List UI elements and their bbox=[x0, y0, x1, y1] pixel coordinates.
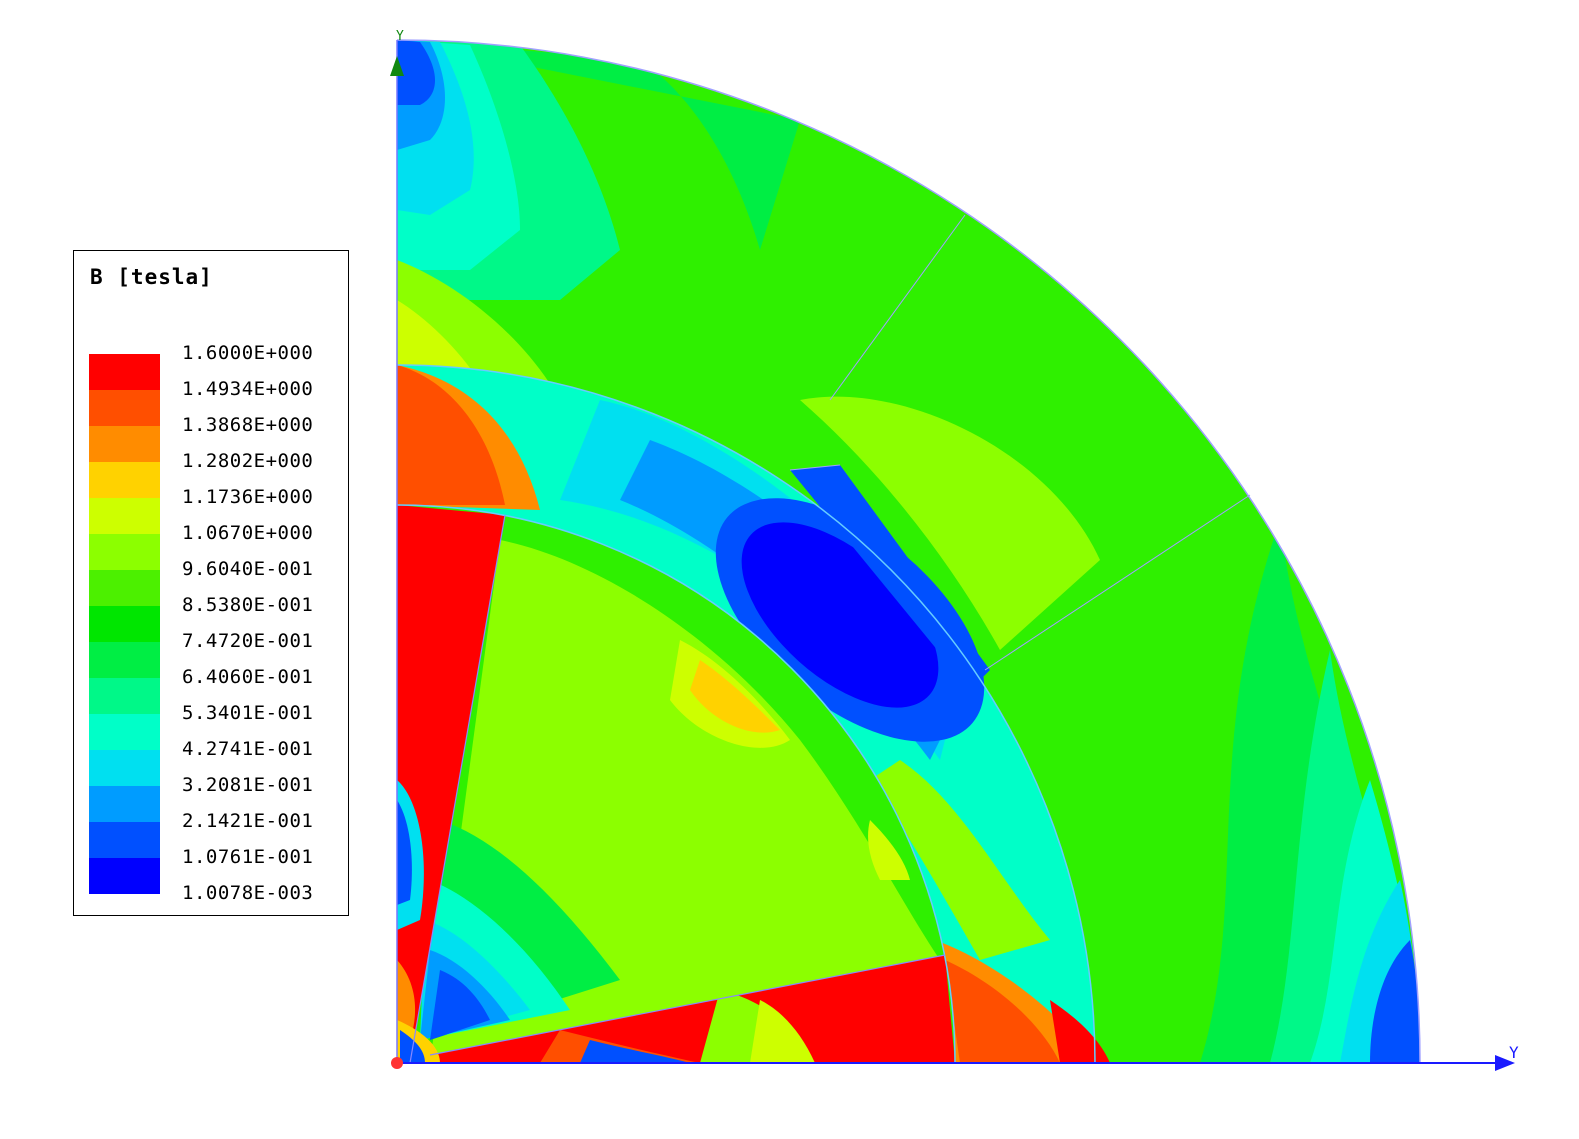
axes: Y Y bbox=[390, 29, 1519, 1071]
legend-tick-label: 1.0078E-003 bbox=[182, 882, 314, 904]
x-axis-arrow-icon bbox=[1495, 1055, 1515, 1071]
legend-swatch bbox=[89, 462, 160, 498]
legend-tick-label: 1.6000E+000 bbox=[182, 342, 314, 364]
y-axis-arrow-icon bbox=[390, 56, 404, 76]
legend-swatch bbox=[89, 426, 160, 462]
legend-tick-label: 1.0761E-001 bbox=[182, 846, 314, 868]
legend-tick-label: 8.5380E-001 bbox=[182, 594, 314, 616]
legend-swatch bbox=[89, 678, 160, 714]
origin-marker-icon bbox=[391, 1057, 403, 1069]
legend-swatch bbox=[89, 534, 160, 570]
legend-swatch bbox=[89, 858, 160, 894]
legend-swatch bbox=[89, 498, 160, 534]
legend-tick-label: 2.1421E-001 bbox=[182, 810, 314, 832]
y-axis-label: Y bbox=[396, 29, 404, 44]
x-axis-label: Y bbox=[1509, 1043, 1519, 1062]
legend-tick-label: 6.4060E-001 bbox=[182, 666, 314, 688]
legend-swatch bbox=[89, 822, 160, 858]
legend-swatch bbox=[89, 714, 160, 750]
contour-regions bbox=[397, 40, 1420, 1063]
legend-tick-label: 5.3401E-001 bbox=[182, 702, 314, 724]
legend-tick-label: 1.2802E+000 bbox=[182, 450, 314, 472]
legend-tick-label: 1.1736E+000 bbox=[182, 486, 314, 508]
legend-title: B [tesla] bbox=[90, 265, 213, 289]
legend-tick-label: 7.4720E-001 bbox=[182, 630, 314, 652]
legend-swatch bbox=[89, 750, 160, 786]
legend-swatch bbox=[89, 570, 160, 606]
legend-swatch bbox=[89, 354, 160, 390]
legend-tick-label: 9.6040E-001 bbox=[182, 558, 314, 580]
legend-swatch bbox=[89, 642, 160, 678]
legend-tick-label: 3.2081E-001 bbox=[182, 774, 314, 796]
legend-tick-label: 1.4934E+000 bbox=[182, 378, 314, 400]
geometry-lines bbox=[396, 39, 1421, 1064]
legend-swatch bbox=[89, 786, 160, 822]
legend-tick-label: 1.3868E+000 bbox=[182, 414, 314, 436]
color-legend: B [tesla] 1.6000E+000 1.4934E+000 1.3868E+… bbox=[73, 250, 349, 916]
legend-swatch bbox=[89, 390, 160, 426]
legend-tick-label: 4.2741E-001 bbox=[182, 738, 314, 760]
legend-tick-label: 1.0670E+000 bbox=[182, 522, 314, 544]
legend-swatch bbox=[89, 606, 160, 642]
